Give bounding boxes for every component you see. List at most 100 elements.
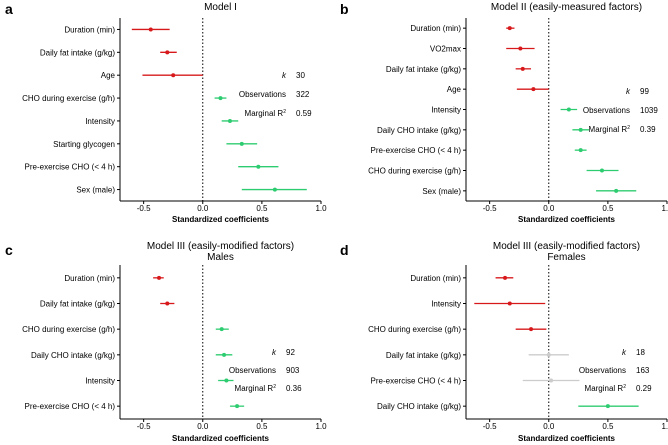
panel-d-title: Model III (easily-modified factors) (493, 241, 640, 252)
panel-a-x-tick-label: -0.5 (137, 204, 151, 213)
panel-b-row-label: VO2max (430, 45, 461, 54)
panel-c-point-estimate (219, 327, 224, 332)
panel-a-x-axis-label: Standardized coefficients (172, 215, 269, 224)
panel-a-row-label: Pre-exercise CHO (< 4 h) (25, 163, 116, 172)
panel-d-row-label: Pre-exercise CHO (< 4 h) (371, 377, 462, 386)
panel-c-stat-value: 92 (286, 348, 295, 357)
panel-d-stat-value: 0.29 (636, 384, 652, 393)
panel-d-x-axis-label: Standardized coefficients (518, 434, 615, 443)
panel-b-row-label: Sex (male) (422, 187, 461, 196)
panel-c-row-label: Intensity (85, 377, 115, 386)
panel-d-stat-value: 163 (636, 366, 650, 375)
panel-c-x-tick-label: 0.5 (256, 422, 268, 431)
panel-c-x-tick-label: 0.0 (197, 422, 209, 431)
panel-b-point-estimate (578, 148, 583, 153)
panel-b-x-axis-label: Standardized coefficients (518, 215, 615, 224)
panel-b-row-label: Duration (min) (410, 24, 461, 33)
panel-a-point-estimate (256, 164, 261, 169)
panel-c-x-tick-label: -0.5 (137, 422, 151, 431)
panel-a-row-label: Intensity (85, 117, 115, 126)
panel-d-point-estimate (503, 275, 508, 280)
panel-d-row-label: Intensity (431, 300, 461, 309)
panel-c-row-label: Pre-exercise CHO (< 4 h) (25, 402, 116, 411)
panel-c-stat-value: 0.36 (286, 384, 302, 393)
panel-a-x-tick-label: 0.0 (197, 204, 209, 213)
panel-b-row-label: CHO during exercise (g/h) (368, 167, 461, 176)
panel-b-point-estimate (520, 66, 525, 71)
panel-d-point-estimate (546, 352, 551, 357)
panel-b-point-estimate (599, 168, 604, 173)
panel-b-point-estimate (531, 87, 536, 92)
panel-c-point-estimate (165, 301, 170, 306)
panel-a-stat-value: 322 (296, 90, 310, 99)
panel-d-stat-label: Marginal R2 (585, 384, 627, 393)
panel-a-stat-label: Marginal R2 (245, 109, 287, 118)
panel-b-point-estimate (614, 188, 619, 193)
panel-a-point-estimate (239, 141, 244, 146)
panel-d-stat-value: 18 (636, 348, 645, 357)
panel-c-row-label: CHO during exercise (g/h) (22, 325, 115, 334)
panel-a-title: Model I (204, 2, 237, 13)
panel-c-stat-label: Observations (229, 366, 276, 375)
panel-a-point-estimate (165, 50, 170, 55)
panel-a-row-label: CHO during exercise (g/h) (22, 94, 115, 103)
panel-b-row-label: Age (447, 85, 462, 94)
panel-a-row-label: Daily fat intake (g/kg) (40, 48, 115, 57)
panel-d-point-estimate (529, 327, 534, 332)
panel-b-stat-value: 99 (640, 87, 649, 96)
panel-a-stat-label: Observations (239, 90, 286, 99)
panel-a-x-tick-label: 0.5 (256, 204, 268, 213)
panel-d-row-label: Daily fat intake (g/kg) (386, 351, 461, 360)
panel-c-row-label: Duration (min) (64, 274, 115, 283)
panel-c-row-label: Daily fat intake (g/kg) (40, 300, 115, 309)
panel-a-row-label: Age (101, 71, 116, 80)
panel-c-point-estimate (157, 275, 162, 280)
panel-b-point-estimate (518, 46, 523, 51)
panel-d-x-tick-label: 0.0 (543, 422, 555, 431)
panel-c-title: Model III (easily-modified factors) (147, 241, 294, 252)
panel-c-point-estimate (224, 378, 229, 383)
panel-d-point-estimate (507, 301, 512, 306)
panel-b-x-tick-label: 0.0 (543, 204, 555, 213)
panel-b-point-estimate (507, 26, 512, 31)
panel-a-point-estimate (171, 73, 176, 78)
panel-d-row-label: Daily CHO intake (g/kg) (377, 402, 461, 411)
panel-d-row-label: CHO during exercise (g/h) (368, 325, 461, 334)
panel-a-point-estimate (148, 27, 153, 32)
panel-c-row-label: Daily CHO intake (g/kg) (31, 351, 115, 360)
panel-a-stat-superscript: 2 (283, 109, 286, 115)
panel-b-stat-label: Observations (583, 106, 630, 115)
panel-c-x-tick-label: 1.0 (315, 422, 327, 431)
panel-b-stat-value: 1039 (640, 106, 658, 115)
panel-a-letter: a (5, 1, 13, 17)
panel-b-row-label: Daily fat intake (g/kg) (386, 65, 461, 74)
panel-a-stat-value: 30 (296, 71, 305, 80)
panel-c-stat-label: k (272, 348, 277, 357)
panel-b-point-estimate (578, 127, 583, 132)
panel-d-row-label: Duration (min) (410, 274, 461, 283)
panel-b-point-estimate (566, 107, 571, 112)
panel-a-point-estimate (272, 187, 277, 192)
panel-c-point-estimate (222, 352, 227, 357)
panel-c-stat-value: 903 (286, 366, 300, 375)
panel-a-row-label: Starting glycogen (53, 140, 115, 149)
panel-d-subtitle: Females (547, 252, 585, 263)
panel-c-point-estimate (235, 404, 240, 409)
panel-c-x-axis-label: Standardized coefficients (172, 434, 269, 443)
panel-b-title: Model II (easily-measured factors) (491, 2, 642, 13)
panel-d-point-estimate (549, 378, 554, 383)
panel-a-x-tick-label: 1.0 (315, 204, 327, 213)
panel-c-stat-label: Marginal R2 (235, 384, 277, 393)
panel-d-point-estimate (605, 404, 610, 409)
panel-c-letter: c (5, 242, 13, 258)
panel-a-row-label: Sex (male) (76, 186, 115, 195)
panel-b-stat-superscript: 2 (627, 125, 630, 131)
panel-d-stat-label: Observations (579, 366, 626, 375)
panel-b-stat-label: Marginal R2 (589, 125, 631, 134)
panel-b-x-tick-label: 1.0 (661, 204, 668, 213)
panel-b-x-tick-label: 0.5 (602, 204, 614, 213)
panel-d-stat-label: k (622, 348, 627, 357)
panel-a-stat-label: k (282, 71, 287, 80)
panel-a-point-estimate (218, 96, 223, 101)
